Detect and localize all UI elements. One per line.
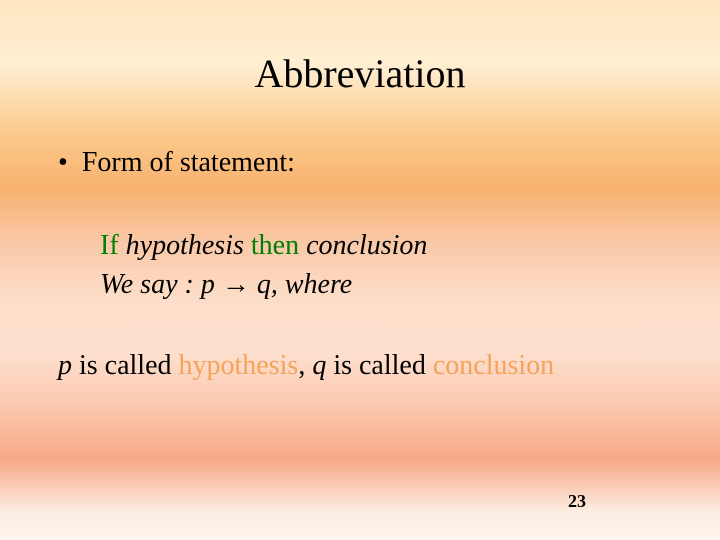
slide: Abbreviation • Form of statement: If hyp… — [0, 0, 720, 540]
bullet-text: Form of statement: — [82, 147, 295, 179]
conclusion-word: conclusion — [306, 230, 427, 261]
bullet-item: • Form of statement: — [58, 147, 670, 179]
then-keyword: then — [251, 230, 299, 261]
statement-line-2: We say : p → q, where — [100, 265, 670, 304]
p-symbol: p — [58, 350, 72, 381]
conclusion-label: conclusion — [433, 350, 554, 381]
comma: , — [298, 350, 312, 381]
arrow-icon: → — [222, 268, 250, 299]
q-symbol: q — [312, 350, 326, 381]
hypothesis-label: hypothesis — [179, 350, 299, 381]
hypothesis-word: hypothesis — [126, 230, 244, 261]
slide-title: Abbreviation — [50, 50, 670, 97]
definition-line: p is called hypothesis, q is called conc… — [58, 350, 670, 382]
statement-block: If hypothesis then conclusion We say : p… — [100, 227, 670, 304]
is-called-2: is called — [326, 350, 433, 381]
if-keyword: If — [100, 230, 119, 261]
is-called-1: is called — [72, 350, 179, 381]
page-number: 23 — [568, 491, 586, 512]
q-where-text: q, where — [250, 269, 352, 300]
statement-line-1: If hypothesis then conclusion — [100, 227, 670, 265]
bullet-dot-icon: • — [58, 149, 68, 177]
we-say-text: We say : p — [100, 269, 222, 300]
